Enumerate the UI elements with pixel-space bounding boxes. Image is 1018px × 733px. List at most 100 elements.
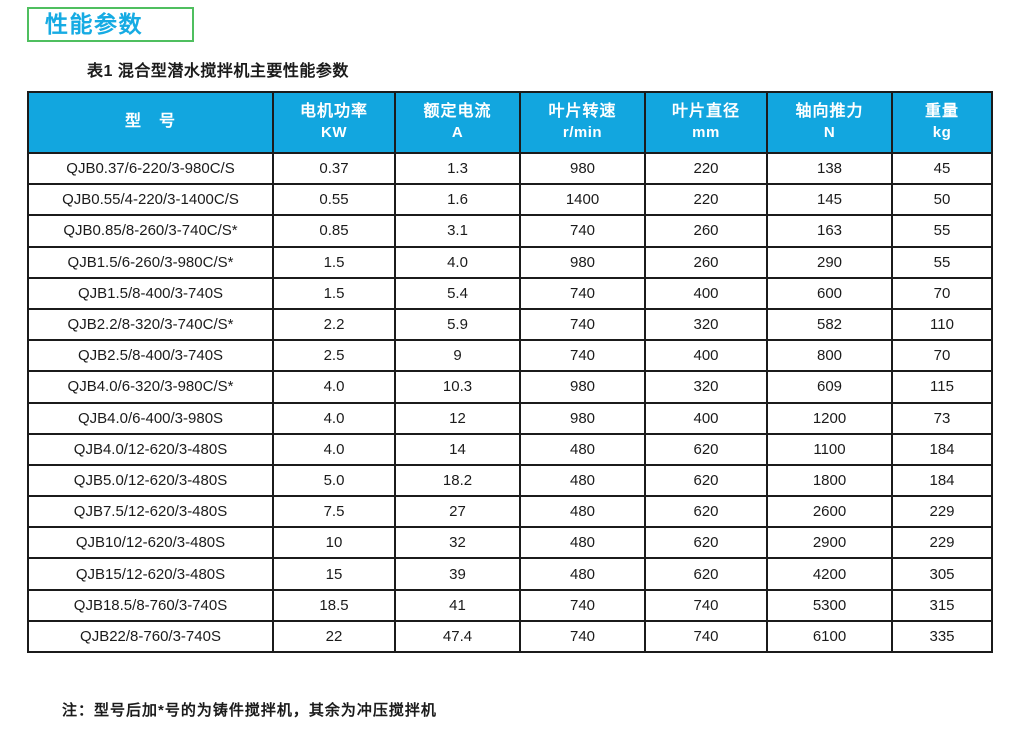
value-cell-blade-diameter: 320 xyxy=(644,370,768,404)
value-cell-blade-speed: 480 xyxy=(519,526,646,560)
value-cell-blade-speed: 480 xyxy=(519,432,646,466)
model-cell: QJB2.5/8-400/3-740S xyxy=(27,339,274,373)
value-cell-rated-current: 10.3 xyxy=(394,370,521,404)
value-cell-rated-current: 32 xyxy=(394,526,521,560)
value-cell-axial-thrust: 290 xyxy=(766,245,893,279)
value-cell-blade-speed: 1400 xyxy=(519,183,646,217)
column-header-rated-current: 额定电流 A xyxy=(394,91,521,154)
column-header-weight: 重量 kg xyxy=(891,91,993,154)
column-unit: r/min xyxy=(562,124,603,142)
model-cell: QJB15/12-620/3-480S xyxy=(27,557,274,591)
model-cell: QJB22/8-760/3-740S xyxy=(27,619,274,654)
table-row: QJB0.37/6-220/3-980C/S 0.37 1.3 980 220 138 45 xyxy=(27,151,993,186)
model-cell: QJB0.37/6-220/3-980C/S xyxy=(27,151,274,186)
column-label: 电机功率 xyxy=(299,103,368,121)
performance-parameters-table: 型 号 电机功率 KW 额定电流 A 叶片转速 r/min 叶片直径 mm 轴向推力 N 重量 kg Q… xyxy=(27,91,993,654)
table-row: QJB18.5/8-760/3-740S 18.5 41 740 740 5300 315 xyxy=(27,588,993,622)
value-cell-rated-current: 41 xyxy=(394,588,521,622)
value-cell-rated-current: 5.4 xyxy=(394,276,521,310)
model-cell: QJB18.5/8-760/3-740S xyxy=(27,588,274,622)
model-cell: QJB4.0/12-620/3-480S xyxy=(27,432,274,466)
value-cell-axial-thrust: 145 xyxy=(766,183,893,217)
value-cell-blade-diameter: 620 xyxy=(644,495,768,529)
value-cell-axial-thrust: 600 xyxy=(766,276,893,310)
value-cell-weight: 55 xyxy=(891,214,993,248)
value-cell-weight: 50 xyxy=(891,183,993,217)
model-cell: QJB0.55/4-220/3-1400C/S xyxy=(27,183,274,217)
value-cell-rated-current: 47.4 xyxy=(394,619,521,654)
value-cell-weight: 45 xyxy=(891,151,993,186)
value-cell-axial-thrust: 138 xyxy=(766,151,893,186)
model-cell: QJB2.2/8-320/3-740C/S* xyxy=(27,307,274,342)
table-row: QJB1.5/8-400/3-740S 1.5 5.4 740 400 600 70 xyxy=(27,276,993,310)
value-cell-motor-power: 18.5 xyxy=(272,588,396,622)
value-cell-weight: 70 xyxy=(891,276,993,310)
model-cell: QJB1.5/6-260/3-980C/S* xyxy=(27,245,274,279)
column-unit: mm xyxy=(692,124,720,142)
value-cell-blade-speed: 480 xyxy=(519,557,646,591)
value-cell-weight: 110 xyxy=(891,307,993,342)
model-cell: QJB7.5/12-620/3-480S xyxy=(27,495,274,529)
column-header-motor-power: 电机功率 KW xyxy=(272,91,396,154)
value-cell-motor-power: 4.0 xyxy=(272,370,396,404)
column-label: 叶片转速 xyxy=(548,103,617,121)
table-row: QJB2.2/8-320/3-740C/S* 2.2 5.9 740 320 582 110 xyxy=(27,307,993,342)
value-cell-weight: 184 xyxy=(891,432,993,466)
section-title-box: 性能参数 xyxy=(27,7,194,42)
column-unit: KW xyxy=(321,124,347,142)
value-cell-blade-speed: 740 xyxy=(519,619,646,654)
value-cell-motor-power: 1.5 xyxy=(272,276,396,310)
table-row: QJB4.0/6-400/3-980S 4.0 12 980 400 1200 73 xyxy=(27,401,993,435)
value-cell-motor-power: 2.5 xyxy=(272,339,396,373)
model-cell: QJB4.0/6-400/3-980S xyxy=(27,401,274,435)
value-cell-axial-thrust: 1200 xyxy=(766,401,893,435)
table-row: QJB22/8-760/3-740S 22 47.4 740 740 6100 335 xyxy=(27,619,993,654)
value-cell-rated-current: 4.0 xyxy=(394,245,521,279)
value-cell-blade-diameter: 220 xyxy=(644,183,768,217)
value-cell-blade-speed: 480 xyxy=(519,495,646,529)
value-cell-blade-diameter: 320 xyxy=(644,307,768,342)
value-cell-motor-power: 5.0 xyxy=(272,463,396,498)
value-cell-rated-current: 18.2 xyxy=(394,463,521,498)
value-cell-rated-current: 1.6 xyxy=(394,183,521,217)
value-cell-blade-speed: 740 xyxy=(519,307,646,342)
table-row: QJB4.0/6-320/3-980C/S* 4.0 10.3 980 320 609 11… xyxy=(27,370,993,404)
table-row: QJB7.5/12-620/3-480S 7.5 27 480 620 2600 229 xyxy=(27,495,993,529)
column-label: 叶片直径 xyxy=(671,103,740,121)
value-cell-weight: 115 xyxy=(891,370,993,404)
value-cell-axial-thrust: 4200 xyxy=(766,557,893,591)
value-cell-axial-thrust: 1100 xyxy=(766,432,893,466)
table-row: QJB0.85/8-260/3-740C/S* 0.85 3.1 740 260 163 5… xyxy=(27,214,993,248)
value-cell-weight: 229 xyxy=(891,526,993,560)
value-cell-blade-speed: 480 xyxy=(519,463,646,498)
table-header-row: 型 号 电机功率 KW 额定电流 A 叶片转速 r/min 叶片直径 mm 轴向推力 N 重量 kg xyxy=(27,91,993,154)
model-cell: QJB4.0/6-320/3-980C/S* xyxy=(27,370,274,404)
value-cell-blade-diameter: 220 xyxy=(644,151,768,186)
column-header-model: 型 号 xyxy=(27,91,274,154)
table-caption: 表1 混合型潜水搅拌机主要性能参数 xyxy=(87,63,349,80)
value-cell-axial-thrust: 2900 xyxy=(766,526,893,560)
value-cell-blade-speed: 740 xyxy=(519,588,646,622)
value-cell-blade-speed: 980 xyxy=(519,151,646,186)
value-cell-weight: 70 xyxy=(891,339,993,373)
value-cell-axial-thrust: 582 xyxy=(766,307,893,342)
value-cell-weight: 335 xyxy=(891,619,993,654)
column-label: 额定电流 xyxy=(423,103,492,121)
value-cell-blade-diameter: 400 xyxy=(644,276,768,310)
column-header-blade-diameter: 叶片直径 mm xyxy=(644,91,768,154)
column-unit: N xyxy=(823,124,836,142)
value-cell-rated-current: 14 xyxy=(394,432,521,466)
table-row: QJB5.0/12-620/3-480S 5.0 18.2 480 620 1800 184 xyxy=(27,463,993,498)
model-cell: QJB1.5/8-400/3-740S xyxy=(27,276,274,310)
value-cell-motor-power: 0.55 xyxy=(272,183,396,217)
value-cell-blade-speed: 740 xyxy=(519,339,646,373)
value-cell-blade-speed: 980 xyxy=(519,245,646,279)
value-cell-blade-diameter: 620 xyxy=(644,432,768,466)
value-cell-axial-thrust: 163 xyxy=(766,214,893,248)
value-cell-weight: 229 xyxy=(891,495,993,529)
column-unit: kg xyxy=(932,124,952,142)
value-cell-motor-power: 22 xyxy=(272,619,396,654)
value-cell-weight: 184 xyxy=(891,463,993,498)
value-cell-rated-current: 12 xyxy=(394,401,521,435)
value-cell-motor-power: 4.0 xyxy=(272,401,396,435)
